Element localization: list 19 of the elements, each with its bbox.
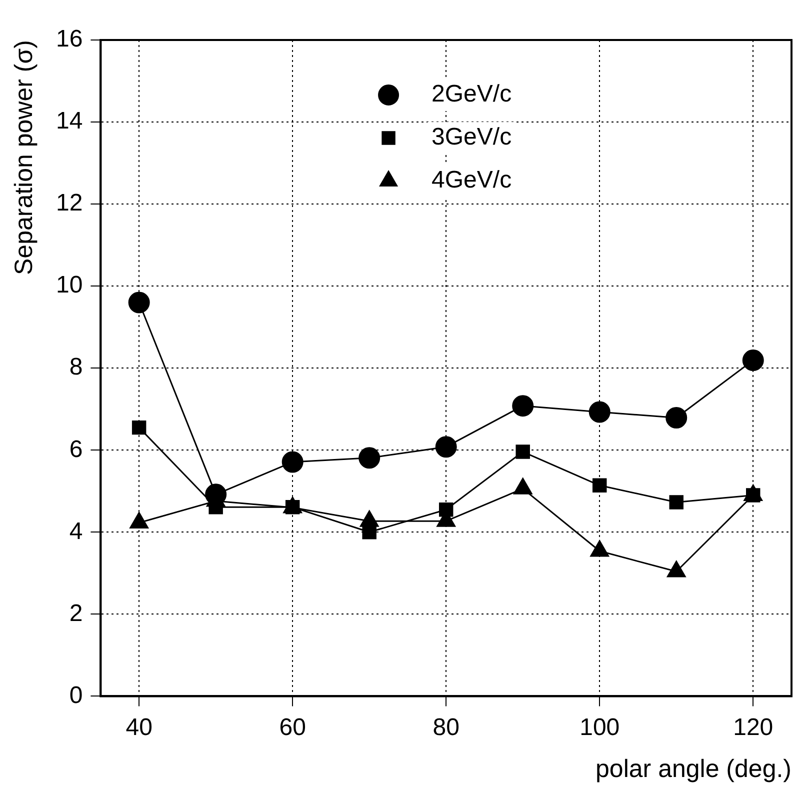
y-tick-label: 12 [56,190,83,217]
y-tick-label: 16 [56,26,83,53]
legend-label: 2GeV/c [432,80,512,108]
x-tick-label: 100 [580,714,620,742]
y-tick-label: 8 [69,354,83,381]
x-tick-label: 60 [279,714,306,742]
x-tick-label: 40 [126,714,152,742]
legend-label: 4GeV/c [432,166,512,194]
y-tick-label: 10 [56,272,83,299]
y-tick-label: 4 [69,518,83,545]
y-axis-title: Separation power (σ) [10,40,38,275]
x-axis-title: polar angle (deg.) [596,754,792,783]
x-tick-label: 80 [432,714,460,742]
legend-label: 3GeV/c [432,124,512,151]
y-tick-label: 2 [69,600,83,627]
y-tick-label: 6 [69,436,83,463]
x-tick-label: 120 [733,714,774,742]
y-tick-label: 14 [56,108,83,135]
y-tick-label: 0 [69,682,83,709]
